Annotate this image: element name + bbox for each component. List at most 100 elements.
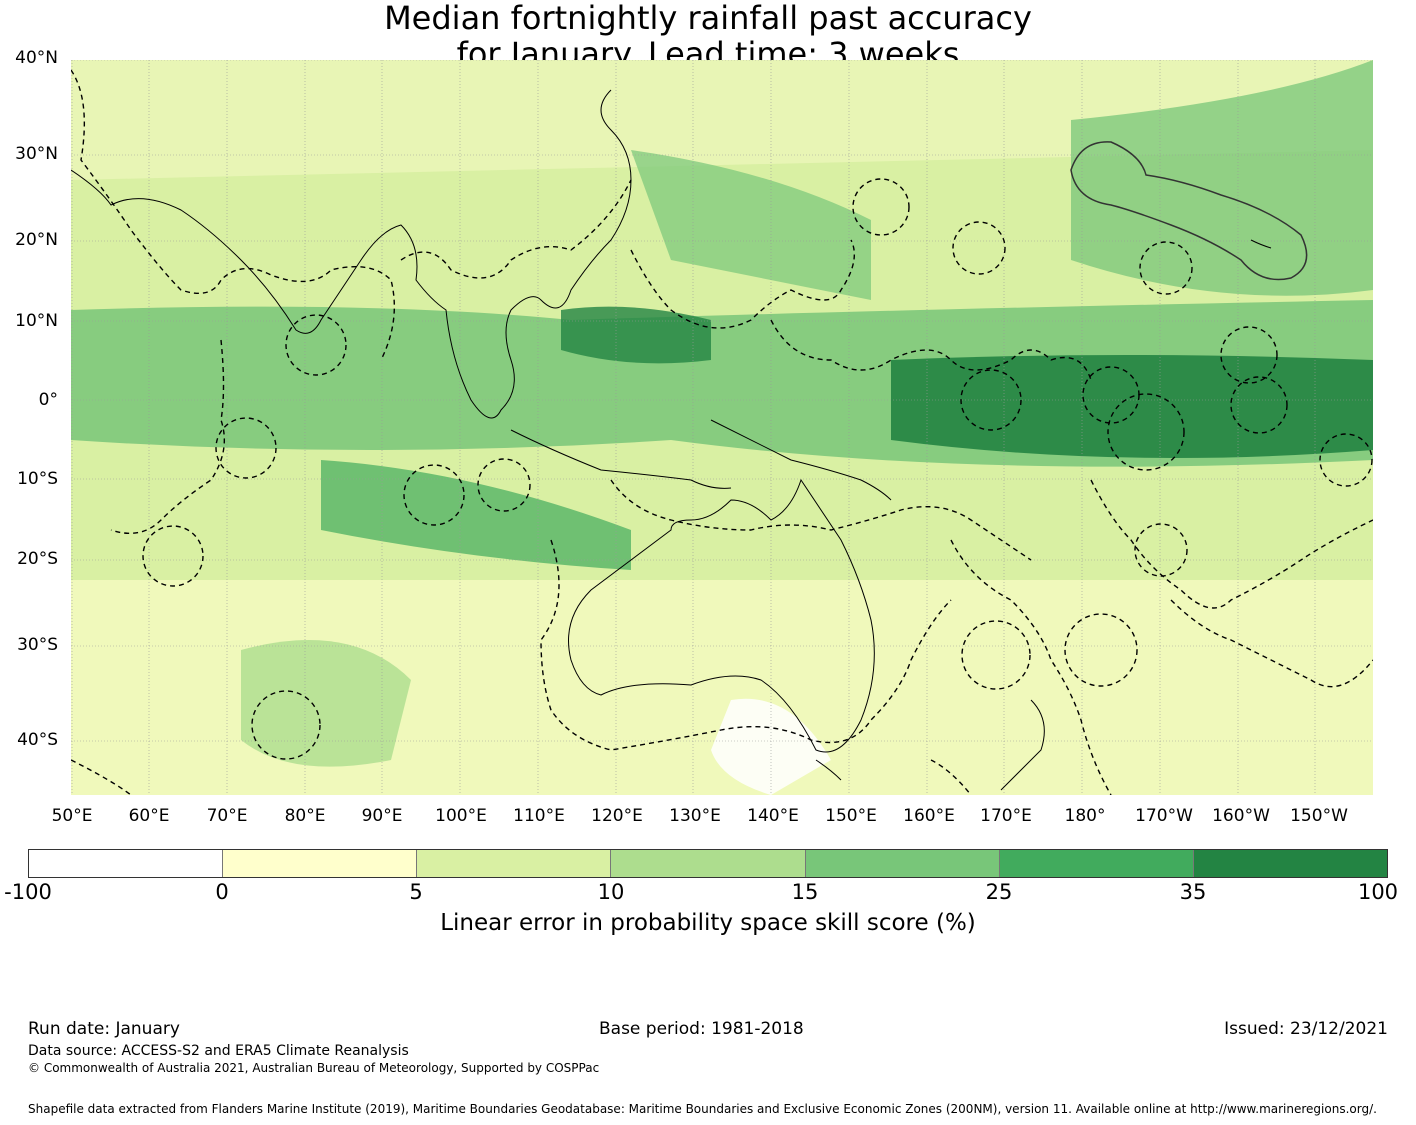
australia-coast <box>568 478 875 753</box>
colorbar-segment-3 <box>611 850 806 877</box>
skill-score-map <box>71 60 1373 795</box>
coastlines <box>71 89 1272 791</box>
lon-tick-160e: 160°E <box>903 806 955 826</box>
hawaii-boundary <box>1070 141 1308 281</box>
lon-tick-140e: 140°E <box>747 806 799 826</box>
colorbar-label-7: 100 <box>1357 880 1399 904</box>
eez-line-2 <box>110 339 226 534</box>
lon-tick-150e: 150°E <box>825 806 877 826</box>
eez-circle-15 <box>1064 613 1138 687</box>
eez-line-6 <box>610 479 1032 561</box>
colorbar-label-5: 25 <box>985 880 1013 904</box>
band-indian-south <box>321 460 631 570</box>
eez-circle-7 <box>1230 376 1288 434</box>
map-svg <box>71 60 1373 795</box>
map-title: Median fortnightly rainfall past accurac… <box>0 0 1416 72</box>
colorbar-segment-4 <box>805 850 1000 877</box>
eez-line-5 <box>770 319 1092 381</box>
eez-line-1 <box>71 69 395 361</box>
colorbar-segment-0 <box>29 850 224 877</box>
eez-boundaries <box>71 69 1373 795</box>
lon-tick-90e: 90°E <box>361 806 403 826</box>
colorbar-label-1: 0 <box>215 880 229 904</box>
band-hawaii <box>1071 60 1373 296</box>
colorbar-label-2: 5 <box>409 880 423 904</box>
colorbar-label-4: 15 <box>791 880 819 904</box>
eez-line-4 <box>630 239 855 329</box>
lat-tick-0: 0° <box>38 390 58 410</box>
eez-circle-9 <box>1107 393 1185 471</box>
eez-circle-10 <box>403 464 465 526</box>
asia-coast <box>71 89 632 419</box>
lat-tick-10s: 10°S <box>17 469 58 489</box>
eez-line-9 <box>1090 479 1373 609</box>
eez-circle-8 <box>960 369 1022 431</box>
lon-tick-110e: 110°E <box>513 806 565 826</box>
colorbar-segment-5 <box>999 850 1194 877</box>
colorbar-segment-1 <box>223 850 418 877</box>
eez-line-3 <box>400 179 632 279</box>
tasmania-coast <box>815 759 842 781</box>
eez-line-12 <box>930 759 972 795</box>
eez-line-10 <box>1170 599 1373 688</box>
eez-circle-4 <box>285 314 347 376</box>
eez-circle-14 <box>251 690 321 760</box>
colorbar-label-0: -100 <box>4 880 52 904</box>
lat-tick-30n: 30°N <box>15 144 58 164</box>
lon-tick-60e: 60°E <box>128 806 170 826</box>
eez-circle-11 <box>477 458 531 512</box>
band-philippines <box>561 306 711 364</box>
band-equatorial-peak <box>891 355 1373 458</box>
lon-tick-170w: 170°W <box>1135 806 1193 826</box>
lon-tick-100e: 100°E <box>435 806 487 826</box>
colorbar <box>28 849 1388 878</box>
patch-south-indian <box>241 640 411 767</box>
eez-circle-18 <box>961 620 1031 690</box>
eez-circle-13 <box>215 417 277 479</box>
eez-line-7 <box>540 539 952 751</box>
lat-tick-20s: 20°S <box>17 549 58 569</box>
eez-circle-3 <box>1139 241 1193 295</box>
lat-tick-30s: 30°S <box>17 635 58 655</box>
run-date: Run date: January <box>28 1019 180 1039</box>
eez-line-11 <box>71 759 132 795</box>
copyright: © Commonwealth of Australia 2021, Austra… <box>28 1061 600 1075</box>
lat-tick-40n: 40°N <box>15 48 58 68</box>
lat-tick-40s: 40°S <box>17 730 58 750</box>
colorbar-label-3: 10 <box>597 880 625 904</box>
eez-circle-17 <box>1319 433 1373 487</box>
gridlines <box>71 60 1373 795</box>
lon-tick-120e: 120°E <box>591 806 643 826</box>
colorbar-segment-2 <box>417 850 612 877</box>
shapefile-credit: Shapefile data extracted from Flanders M… <box>28 1102 1377 1116</box>
lon-tick-150w: 150°W <box>1290 806 1348 826</box>
band-north-low <box>71 60 1373 180</box>
indonesia-coast <box>510 429 732 489</box>
lat-tick-10n: 10°N <box>15 311 58 331</box>
hawaii-coast <box>1250 239 1272 249</box>
eez-circle-2 <box>952 221 1006 275</box>
lon-tick-130e: 130°E <box>669 806 721 826</box>
base-period: Base period: 1981-2018 <box>599 1019 804 1039</box>
issued-date: Issued: 23/12/2021 <box>1224 1019 1388 1039</box>
title-line-1: Median fortnightly rainfall past accurac… <box>384 0 1032 37</box>
lon-tick-160w: 160°W <box>1212 806 1270 826</box>
eez-circle-16 <box>1134 523 1188 577</box>
new-zealand-coast <box>1000 699 1045 791</box>
eez-line-8 <box>950 539 1112 795</box>
lon-tick-180: 180° <box>1064 806 1106 826</box>
colorbar-segment-6 <box>1193 850 1387 877</box>
band-pacific-nw <box>631 150 871 300</box>
data-source: Data source: ACCESS-S2 and ERA5 Climate … <box>28 1043 409 1059</box>
lon-tick-80e: 80°E <box>284 806 326 826</box>
band-south-low <box>71 580 1373 795</box>
eez-circle-12 <box>142 525 204 587</box>
lon-tick-50e: 50°E <box>51 806 93 826</box>
colorbar-label-6: 35 <box>1179 880 1207 904</box>
colorbar-title: Linear error in probability space skill … <box>440 910 976 936</box>
lon-tick-70e: 70°E <box>206 806 248 826</box>
new-guinea-coast <box>710 419 892 501</box>
eez-circle-5 <box>1220 326 1278 384</box>
eez-circle-1 <box>852 178 910 236</box>
lon-tick-170e: 170°E <box>980 806 1032 826</box>
